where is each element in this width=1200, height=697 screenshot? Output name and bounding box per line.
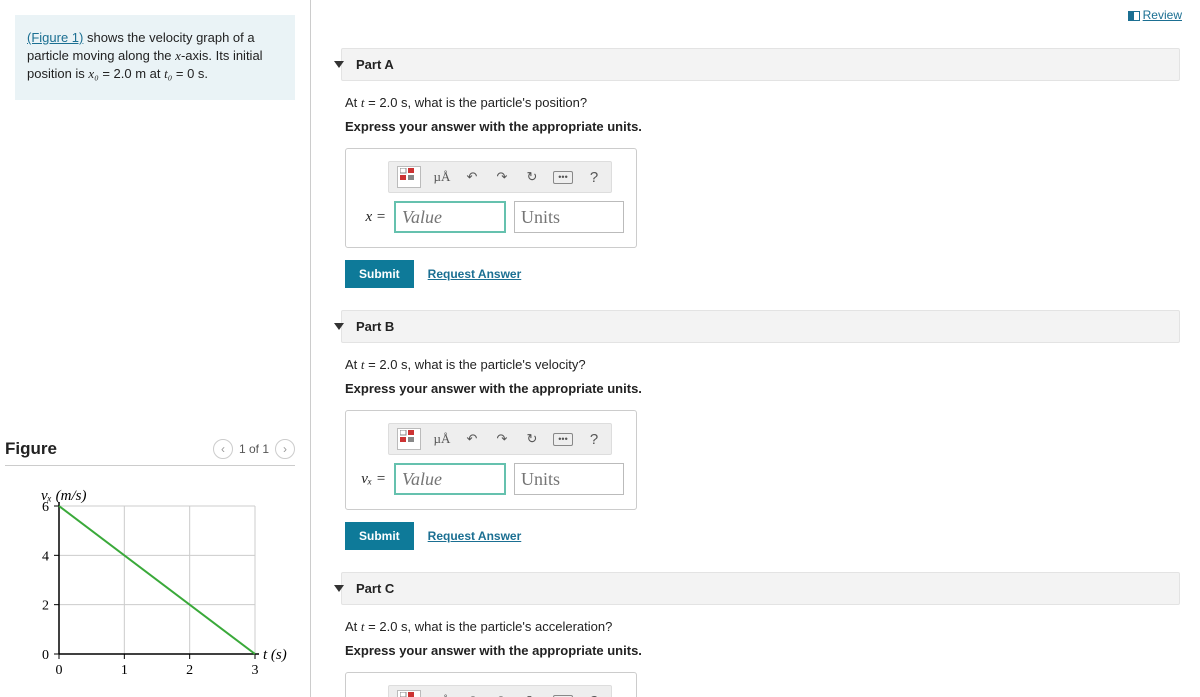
units-icon[interactable]: µÅ	[433, 430, 451, 448]
svg-text:2: 2	[186, 663, 193, 678]
figure-link[interactable]: (Figure 1)	[27, 30, 83, 45]
templates-icon[interactable]	[397, 166, 421, 188]
right-panel: Review Part A At t = 2.0 s, what is the p…	[311, 0, 1200, 697]
part-header[interactable]: Part C	[341, 572, 1180, 605]
keyboard-icon[interactable]: •••	[553, 433, 573, 446]
help-icon[interactable]: ?	[585, 692, 603, 697]
answer-lhs: vₓ =	[358, 471, 386, 488]
svg-text:3: 3	[252, 663, 259, 678]
units-input[interactable]	[514, 463, 624, 495]
instruction-text: Express your answer with the appropriate…	[345, 119, 1180, 134]
question-text: At t = 2.0 s, what is the particle's acc…	[345, 619, 1180, 635]
redo-icon[interactable]: ↷	[493, 168, 511, 186]
chevron-down-icon	[334, 323, 344, 330]
svg-text:2: 2	[42, 599, 49, 614]
undo-icon[interactable]: ↶	[463, 692, 481, 697]
help-icon[interactable]: ?	[585, 168, 603, 186]
chevron-down-icon	[334, 61, 344, 68]
submit-button[interactable]: Submit	[345, 260, 414, 288]
answer-box: µÅ ↶ ↷ ↻ •••? vₓ =	[345, 410, 637, 510]
left-panel: (Figure 1) shows the velocity graph of a…	[0, 0, 311, 697]
prev-figure-button[interactable]: ‹	[213, 439, 233, 459]
undo-icon[interactable]: ↶	[463, 430, 481, 448]
svg-text:0: 0	[56, 663, 63, 678]
answer-lhs: x =	[358, 209, 386, 226]
units-icon[interactable]: µÅ	[433, 692, 451, 697]
question-text: At t = 2.0 s, what is the particle's vel…	[345, 357, 1180, 373]
problem-statement: (Figure 1) shows the velocity graph of a…	[15, 15, 295, 100]
undo-icon[interactable]: ↶	[463, 168, 481, 186]
chevron-down-icon	[334, 585, 344, 592]
templates-icon[interactable]	[397, 690, 421, 697]
redo-icon[interactable]: ↷	[493, 430, 511, 448]
answer-toolbar: µÅ↶↷↻•••?	[388, 685, 612, 697]
part-header[interactable]: Part B	[341, 310, 1180, 343]
instruction-text: Express your answer with the appropriate…	[345, 381, 1180, 396]
submit-button[interactable]: Submit	[345, 522, 414, 550]
question-text: At t = 2.0 s, what is the particle's pos…	[345, 95, 1180, 111]
next-figure-button[interactable]: ›	[275, 439, 295, 459]
instruction-text: Express your answer with the appropriate…	[345, 643, 1180, 658]
figure-title: Figure	[5, 439, 57, 459]
part-title: Part B	[356, 319, 394, 334]
value-input[interactable]	[394, 201, 506, 233]
request-answer-link[interactable]: Request Answer	[428, 529, 522, 543]
part-title: Part C	[356, 581, 394, 596]
pager-text: 1 of 1	[239, 442, 269, 456]
svg-text:0: 0	[42, 648, 49, 663]
value-input[interactable]	[394, 463, 506, 495]
templates-icon[interactable]	[397, 428, 421, 450]
part-title: Part A	[356, 57, 394, 72]
units-input[interactable]	[514, 201, 624, 233]
part-header[interactable]: Part A	[341, 48, 1180, 81]
redo-icon[interactable]: ↷	[493, 692, 511, 697]
help-icon[interactable]: ?	[585, 430, 603, 448]
units-icon[interactable]: µÅ	[433, 168, 451, 186]
reset-icon[interactable]: ↻	[523, 430, 541, 448]
answer-toolbar: µÅ ↶ ↷ ↻ •••?	[388, 161, 612, 193]
review-link[interactable]: Review	[1128, 8, 1182, 22]
figure-pager: ‹ 1 of 1 ›	[213, 439, 295, 459]
reset-icon[interactable]: ↻	[523, 168, 541, 186]
svg-text:1: 1	[121, 663, 128, 678]
svg-text:t (s): t (s)	[263, 647, 287, 663]
answer-box: µÅ ↶ ↷ ↻ •••? x =	[345, 148, 637, 248]
request-answer-link[interactable]: Request Answer	[428, 267, 522, 281]
keyboard-icon[interactable]: •••	[553, 171, 573, 184]
answer-box: µÅ↶↷↻•••?aₓ =	[345, 672, 637, 697]
figure-panel: Figure ‹ 1 of 1 › 01230246vₓ (m/s)t (s)	[0, 433, 310, 697]
answer-toolbar: µÅ ↶ ↷ ↻ •••?	[388, 423, 612, 455]
velocity-chart: 01230246vₓ (m/s)t (s)	[11, 484, 295, 687]
svg-text:vₓ (m/s): vₓ (m/s)	[41, 488, 87, 504]
svg-text:4: 4	[42, 549, 49, 564]
reset-icon[interactable]: ↻	[523, 692, 541, 697]
